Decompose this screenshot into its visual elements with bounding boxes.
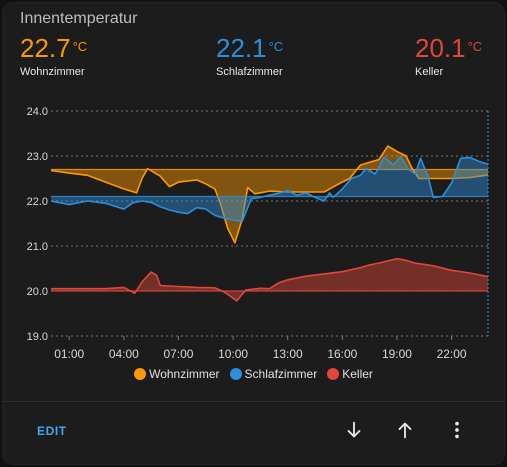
y-tick-label: 24.0 [27,106,48,118]
x-tick-label: 07:00 [163,347,193,361]
history-graph-card: Innentemperatur 22.7 °C Wohnzimmer 22.1 °C… [3,3,504,464]
series-line-schlafzimmer [50,156,489,222]
entity-value: 22.1 [216,33,267,63]
legend-item-keller[interactable]: Keller [327,367,373,381]
entity-name: Schlafzimmer [216,66,283,78]
move-up-button[interactable] [394,419,416,441]
card-title: Innentemperatur [20,10,138,27]
x-tick-label: 04:00 [109,347,139,361]
card-actions-divider [3,401,504,402]
x-tick-label: 10:00 [218,347,248,361]
entity-schlafzimmer[interactable]: 22.1 °C Schlafzimmer [216,33,283,78]
entity-value: 22.7 [20,33,71,63]
more-options-button[interactable] [446,419,468,441]
chart-legend: Wohnzimmer Schlafzimmer Keller [3,367,504,381]
x-tick-label: 22:00 [437,347,467,361]
legend-item-wohnzimmer[interactable]: Wohnzimmer [134,367,220,381]
arrow-up-icon [398,422,412,439]
entity-unit: °C [467,39,483,54]
series-area-wohnzimmer [51,146,488,243]
x-tick-label: 01:00 [54,347,84,361]
y-tick-label: 21.0 [27,241,48,253]
entity-name: Keller [415,66,444,78]
series-area-keller [51,258,488,301]
entity-keller[interactable]: 20.1 °C Keller [415,33,482,78]
legend-label: Keller [342,367,373,381]
move-down-button[interactable] [343,419,365,441]
legend-label: Schlafzimmer [244,367,318,381]
entity-value: 20.1 [415,33,466,63]
legend-dot [229,368,242,380]
y-tick-label: 20.0 [27,286,48,298]
arrow-down-icon [347,421,361,438]
x-tick-label: 19:00 [382,347,412,361]
legend-dot [327,368,340,380]
x-tick-label: 13:00 [273,347,303,361]
legend-label: Wohnzimmer [149,367,220,381]
series-area-schlafzimmer [51,156,488,222]
edit-button[interactable]: EDIT [37,424,67,438]
series-line-keller [51,257,489,302]
entity-wohnzimmer[interactable]: 22.7 °C Wohnzimmer [20,33,87,78]
legend-dot [134,368,147,380]
legend-item-schlafzimmer[interactable]: Schlafzimmer [229,367,318,381]
series-line-wohnzimmer [50,145,489,244]
x-tick-label: 16:00 [327,347,357,361]
temperature-chart[interactable]: 24.0 23.0 22.0 21.0 20.0 19.0 01:00 04:00 07:00 1… [3,99,504,364]
entity-unit: °C [268,39,284,54]
y-tick-label: 22.0 [27,196,48,208]
entity-name: Wohnzimmer [20,66,85,78]
y-tick-label: 19.0 [27,331,48,343]
y-tick-label: 23.0 [27,151,48,163]
entity-unit: °C [72,39,88,54]
more-vertical-icon [455,421,459,439]
